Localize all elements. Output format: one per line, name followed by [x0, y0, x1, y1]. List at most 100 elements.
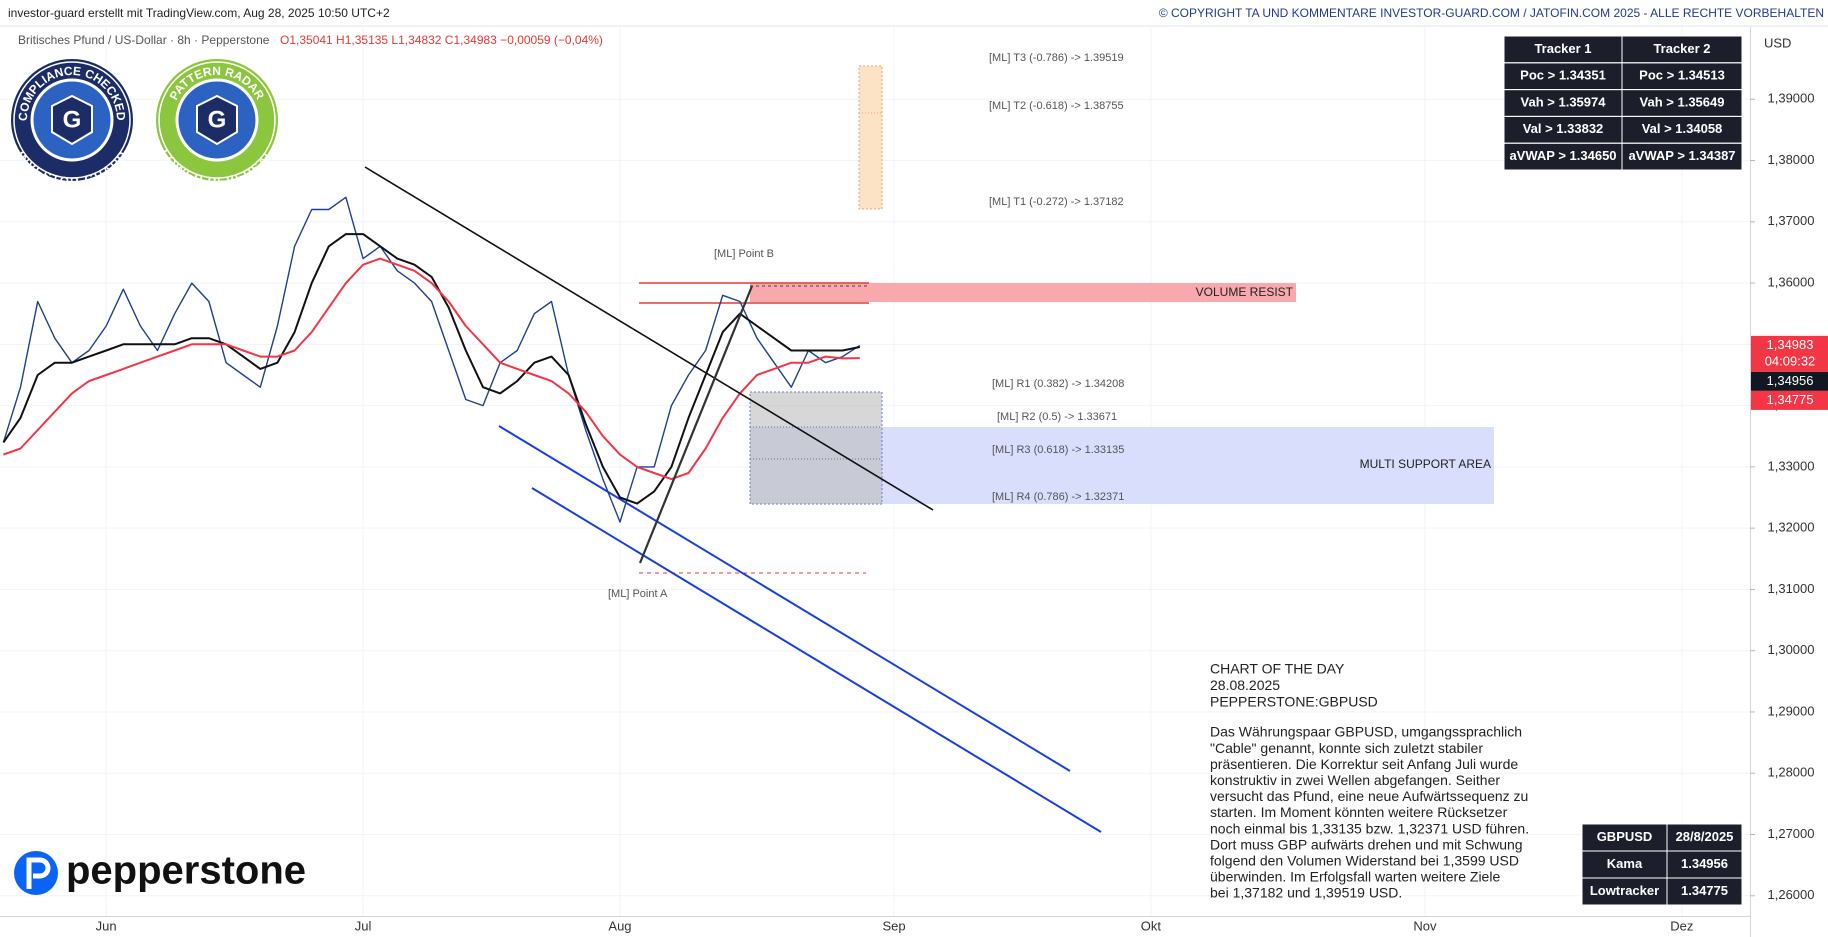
table-cell-text: GBPUSD	[1597, 829, 1653, 844]
overlay: investor-guard erstellt mit TradingView.…	[0, 0, 1828, 895]
table-cell-text: aVWAP > 1.34650	[1509, 148, 1616, 163]
level-label: [ML] R3 (0.618) -> 1.33135	[992, 444, 1124, 456]
series-line	[2, 233, 860, 505]
table-cell-text: 1.34956	[1681, 856, 1728, 871]
y-tick-label: 1,30000	[1768, 642, 1815, 657]
logo-glyph	[26, 857, 51, 889]
badge-shield	[196, 94, 238, 146]
table-cell-text: Vah > 1.35974	[1521, 94, 1607, 109]
table-cell-text: Lowtracker	[1590, 883, 1659, 898]
table-cell-text: Tracker 2	[1653, 41, 1710, 56]
point-label: [ML] Point A	[608, 588, 668, 600]
price-axis-bg	[1751, 27, 1828, 937]
commentary-line: Das Währungspaar GBPUSD, umgangssprachli…	[1210, 724, 1522, 740]
x-tick-label: Jul	[355, 918, 372, 933]
currency-label: USD	[1764, 35, 1791, 50]
y-tick-label: 1,36000	[1768, 275, 1815, 290]
x-tick-label: Jun	[96, 918, 117, 933]
y-tick-label: 1,27000	[1768, 826, 1815, 841]
y-tick-label: 1,29000	[1768, 703, 1815, 718]
table-cell-text: Poc > 1.34351	[1520, 68, 1606, 83]
drawings	[498, 65, 1494, 833]
badge-mark: G	[208, 106, 227, 133]
badge: G COMPLIANCE CHECKED INVESTOR-GUARD	[11, 59, 133, 189]
commentary-line: konstruktiv in zwei Wellen abgefangen. S…	[1210, 772, 1500, 788]
y-tick-label: 1,37000	[1768, 213, 1815, 228]
series-line	[3, 257, 860, 481]
table-cell-text: Val > 1.33832	[1523, 121, 1604, 136]
header-bar	[0, 0, 1828, 26]
symbol-ohlc: O1,35041 H1,35135 L1,34832 C1,34983 −0,0…	[280, 33, 603, 47]
x-tick-label: Sep	[882, 918, 905, 933]
level-label: [ML] R1 (0.382) -> 1.34208	[992, 378, 1124, 390]
table-cell-text: Kama	[1607, 856, 1643, 871]
table-bg	[1504, 36, 1742, 170]
table-cell-text: Val > 1.34058	[1642, 121, 1723, 136]
table-cell	[1621, 142, 1743, 171]
table-cell	[1666, 877, 1743, 906]
table-bg	[1582, 824, 1742, 905]
y-tick-label: 1,26000	[1768, 887, 1815, 902]
price-tag	[1751, 371, 1828, 391]
table-cell-text: aVWAP > 1.34387	[1628, 148, 1735, 163]
commentary-heading: CHART OF THE DAY	[1210, 661, 1345, 677]
commentary-heading: PEPPERSTONE:GBPUSD	[1210, 693, 1378, 709]
price-tag	[1751, 335, 1828, 372]
commentary-heading: 28.08.2025	[1210, 677, 1280, 693]
level-label: [ML] R2 (0.5) -> 1.33671	[997, 411, 1117, 423]
channel-line	[498, 425, 1071, 772]
x-tick-label: Okt	[1141, 918, 1162, 933]
time-axis-bg	[0, 917, 1751, 937]
zone-label: VOLUME RESIST	[1196, 285, 1294, 299]
series-layer	[2, 196, 861, 523]
series-line	[2, 196, 861, 523]
y-tick-label: 1,33000	[1768, 458, 1815, 473]
commentary-line: überwinden. Im Erfolgsfall warten weiter…	[1210, 869, 1500, 885]
zone-label: MULTI SUPPORT AREA	[1360, 457, 1491, 471]
table-cell-text: Tracker 1	[1534, 41, 1591, 56]
y-tick-label: 1,28000	[1768, 765, 1815, 780]
commentary-line: noch einmal bis 1,33135 bzw. 1,32371 USD…	[1210, 820, 1529, 836]
commentary-line: "Cable" genannt, konnte sich zuletzt sta…	[1210, 740, 1483, 756]
level-label: [ML] T1 (-0.272) -> 1.37182	[989, 196, 1124, 208]
commentary-line: starten. Im Moment könnten weitere Rücks…	[1210, 804, 1508, 820]
retracement-box	[749, 391, 883, 505]
countdown: 04:09:32	[1765, 353, 1816, 368]
y-tick-label: 1,31000	[1768, 581, 1815, 596]
symbol-name: Britisches Pfund / US-Dollar · 8h · Pepp…	[18, 33, 270, 47]
table-cell-text: Vah > 1.35649	[1640, 94, 1725, 109]
header-left: investor-guard erstellt mit TradingView.…	[8, 6, 390, 20]
table-cell-text: 28/8/2025	[1676, 829, 1734, 844]
x-tick-label: Dez	[1670, 918, 1693, 933]
logo: pepperstone	[14, 849, 306, 895]
y-tick-label: 1,32000	[1768, 520, 1815, 535]
target-zone	[858, 65, 883, 210]
point-label: [ML] Point B	[714, 248, 774, 260]
price-tag-label: 1,34983	[1767, 337, 1814, 352]
x-tick-label: Aug	[608, 918, 631, 933]
logo-text: pepperstone	[66, 849, 306, 893]
level-label: [ML] R4 (0.786) -> 1.32371	[992, 491, 1124, 503]
price-tag	[1751, 390, 1828, 410]
badge: G PATTERN RADAR LOWER REVERSAL	[156, 59, 278, 189]
trend-line	[364, 166, 934, 511]
volume-resist-zone	[750, 283, 1296, 302]
price-tag-label: 1,34775	[1767, 392, 1814, 407]
header-right: © COPYRIGHT TA UND KOMMENTARE INVESTOR-G…	[1159, 6, 1824, 20]
commentary-line: bei 1,37182 und 1,39519 USD.	[1210, 885, 1402, 901]
channel-line	[531, 487, 1102, 833]
level-label: [ML] T3 (-0.786) -> 1.39519	[989, 52, 1124, 64]
commentary-line: versucht das Pfund, eine neue Aufwärtsse…	[1210, 788, 1528, 804]
price-tag-label: 1,34956	[1767, 373, 1814, 388]
badge-mark: G	[63, 106, 82, 133]
commentary-line: präsentieren. Die Korrektur seit Anfang …	[1210, 756, 1518, 772]
y-tick-label: 1,39000	[1768, 91, 1815, 106]
table-cell-text: 1.34775	[1681, 883, 1728, 898]
commentary-line: folgend den Volumen Widerstand bei 1,359…	[1210, 853, 1519, 869]
commentary-line: Dort muss GBP aufwärts drehen und mit Sc…	[1210, 836, 1523, 852]
trend-line	[638, 285, 754, 564]
